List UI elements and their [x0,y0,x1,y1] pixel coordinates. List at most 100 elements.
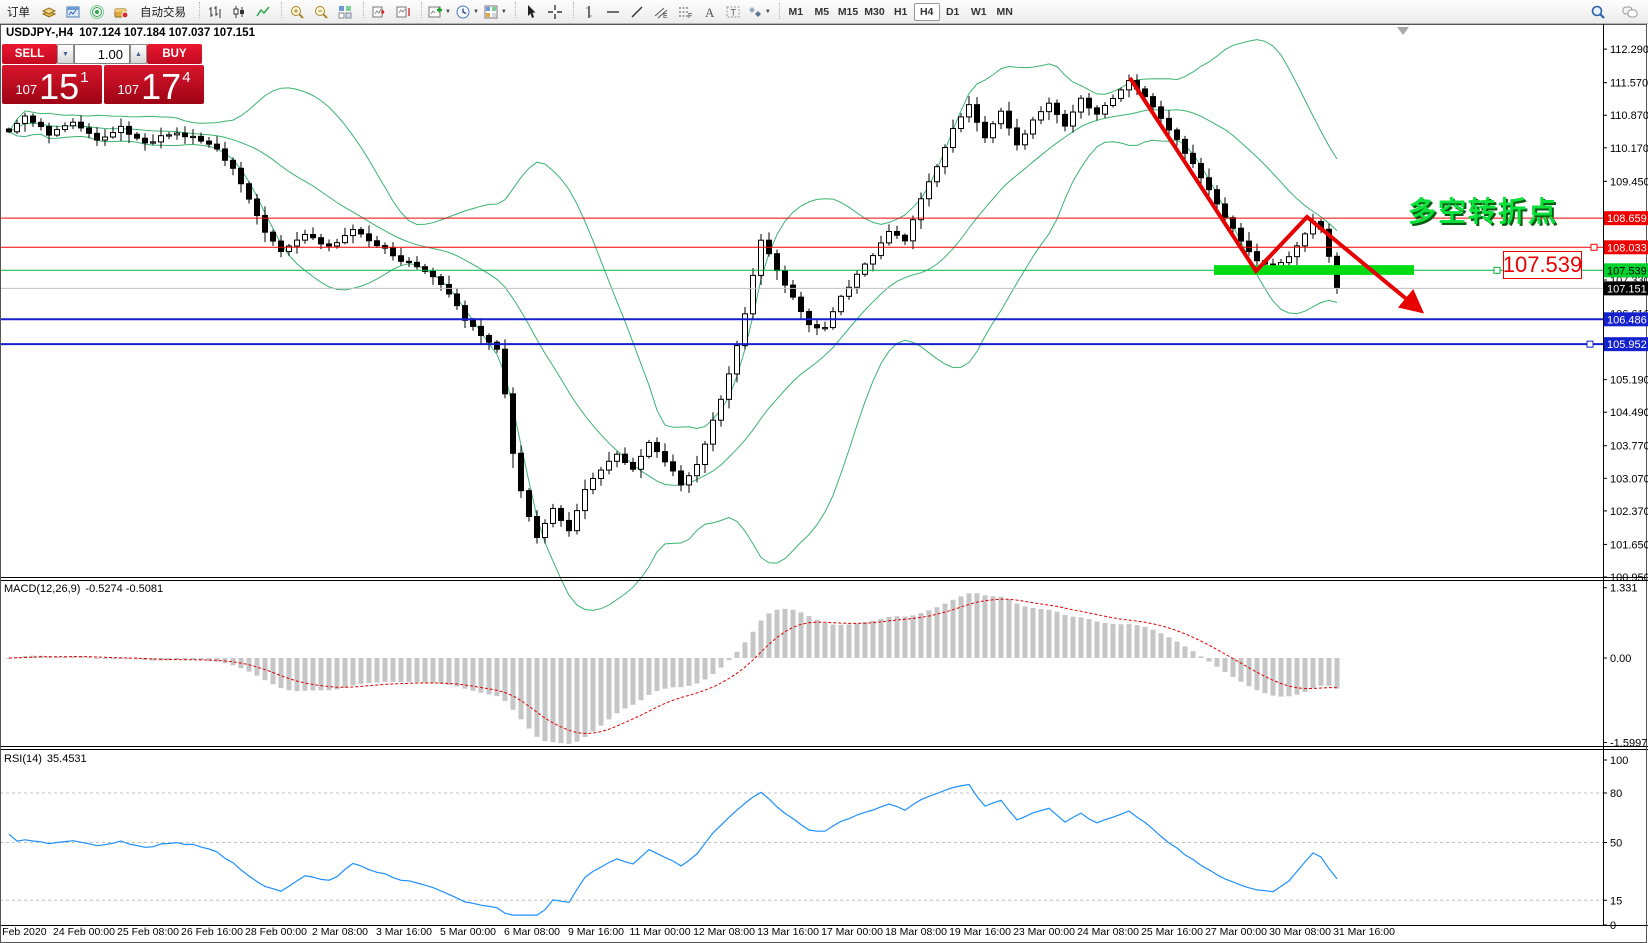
lot-decrease-button[interactable]: ▼ [57,44,74,64]
macd-pane [6,593,1340,744]
sell-tab[interactable]: SELL [2,44,57,64]
timeframe-mn-button[interactable]: MN [996,5,1013,18]
sell-button[interactable]: 107 15 1 [2,65,102,107]
toolbar-separator [415,1,422,18]
annotation-text[interactable]: 多空转折点 [1408,196,1559,227]
new-chart-icon[interactable] [61,2,85,22]
timeframe-m30-button[interactable]: M30 [864,5,885,18]
date-label: 24 Mar 08:00 [1077,926,1139,938]
svg-text:109.450: 109.450 [1610,176,1648,188]
label-icon[interactable]: T [721,2,745,22]
indicator-axis[interactable]: 1.331 0.00 -1.5997 100 80 50 15 0 [1603,583,1647,932]
sell-price-big: 15 [39,66,80,107]
zoom-out-icon[interactable] [309,2,333,22]
date-label: 28 Feb 00:00 [245,926,307,938]
vertical-line-icon[interactable] [577,2,601,22]
auto-trading-button[interactable]: 自动交易 [140,6,186,19]
svg-text:F: F [688,13,692,20]
toolbar-separator [357,1,364,18]
shapes-icon[interactable]: ▼ [745,2,773,22]
signal-icon[interactable] [85,2,109,22]
toolbar-separator [567,1,574,18]
svg-text:-1.5997: -1.5997 [1610,737,1647,749]
svg-text:A: A [705,5,715,20]
cursor-icon[interactable] [519,2,543,22]
order-button[interactable]: 订单 [7,6,30,19]
svg-text:50: 50 [1610,838,1622,850]
svg-text:100: 100 [1610,755,1628,767]
toolbar-separator [193,1,200,18]
rsi-pane [0,783,1603,916]
buy-price-main: 107 [117,82,140,97]
tile-windows-icon[interactable] [333,2,357,22]
search-icon[interactable] [1586,2,1610,22]
fibonacci-icon[interactable]: F [673,2,697,22]
date-label: 0 Feb 2020 [0,926,47,938]
trend-arrow-drawing[interactable] [1128,76,1425,314]
svg-text:106.486: 106.486 [1607,314,1647,326]
timeframe-h1-button[interactable]: H1 [893,5,908,18]
chart-shift-icon[interactable] [391,2,415,22]
ohlc-values: 107.124 107.184 107.037 107.151 [79,27,255,39]
svg-text:80: 80 [1610,788,1622,800]
candlestick-chart-icon[interactable] [227,2,251,22]
templates-icon[interactable]: ▼ [481,2,509,22]
chat-icon[interactable] [1618,2,1642,22]
line-chart-icon[interactable] [251,2,275,22]
channel-icon[interactable]: E [649,2,673,22]
market-box-icon[interactable] [109,2,133,22]
timeframe-d1-button[interactable]: D1 [945,5,960,18]
text-icon[interactable]: A [697,2,721,22]
date-label: 25 Feb 08:00 [117,926,179,938]
macd-label: MACD(12,26,9) -0.5274 -0.5081 [4,583,164,595]
bars-chart-icon[interactable] [203,2,227,22]
indicators-icon[interactable]: ▼ [425,2,453,22]
svg-text:0.00: 0.00 [1610,653,1631,665]
timeframe-m15-button[interactable]: M15 [837,5,859,18]
zoom-in-icon[interactable] [285,2,309,22]
date-label: 17 Mar 00:00 [821,926,883,938]
toolbar-separator [509,1,516,18]
lot-increase-button[interactable]: ▲ [130,44,147,64]
symbol-period: USDJPY-,H4 [6,27,74,39]
trendline-icon[interactable] [625,2,649,22]
one-click-trading-panel: SELL ▼ ▲ BUY 107 15 1 107 17 4 [2,44,204,107]
auto-scroll-icon[interactable] [367,2,391,22]
buy-button[interactable]: 107 17 4 [104,65,204,105]
sell-price-sup: 1 [80,69,89,86]
lot-size-input[interactable] [74,44,130,64]
hline-marker[interactable] [1586,340,1594,348]
crosshair-icon[interactable] [543,2,567,22]
date-label: 12 Mar 08:00 [693,926,755,938]
svg-text:0: 0 [1610,920,1616,932]
buy-price-sup: 4 [182,69,191,86]
date-label: 11 Mar 00:00 [629,926,691,938]
support-band-drawing[interactable] [1214,265,1414,275]
svg-text:1.331: 1.331 [1610,583,1638,595]
chart-shift-marker[interactable] [1397,27,1409,35]
horizontal-line-icon[interactable] [601,2,625,22]
layers-icon[interactable] [37,2,61,22]
price-callout-box[interactable]: 107.539 [1502,251,1583,279]
date-label: 2 Mar 08:00 [311,926,369,938]
macd-values: -0.5274 -0.5081 [85,583,164,595]
toolbar-separator [275,1,282,18]
hline-marker[interactable] [1590,243,1598,251]
timeframe-w1-button[interactable]: W1 [970,5,987,18]
svg-text:103.770: 103.770 [1610,441,1648,453]
timeframe-m1-button[interactable]: M1 [788,5,804,18]
timeframe-m5-button[interactable]: M5 [814,5,830,18]
date-label: 6 Mar 08:00 [503,926,561,938]
svg-text:101.650: 101.650 [1610,539,1648,551]
price-axis[interactable]: 112.290111.570110.870110.170109.450108.7… [1603,44,1648,584]
bollinger-band-upper [8,39,1338,430]
buy-tab[interactable]: BUY [147,44,202,64]
hline-marker[interactable] [1493,266,1501,274]
date-label: 26 Feb 16:00 [181,926,243,938]
timeframe-h4-button[interactable]: H4 [913,2,940,21]
periods-icon[interactable]: ▼ [453,2,481,22]
svg-text:107.151: 107.151 [1607,283,1647,295]
rsi-value: 35.4531 [46,753,87,765]
